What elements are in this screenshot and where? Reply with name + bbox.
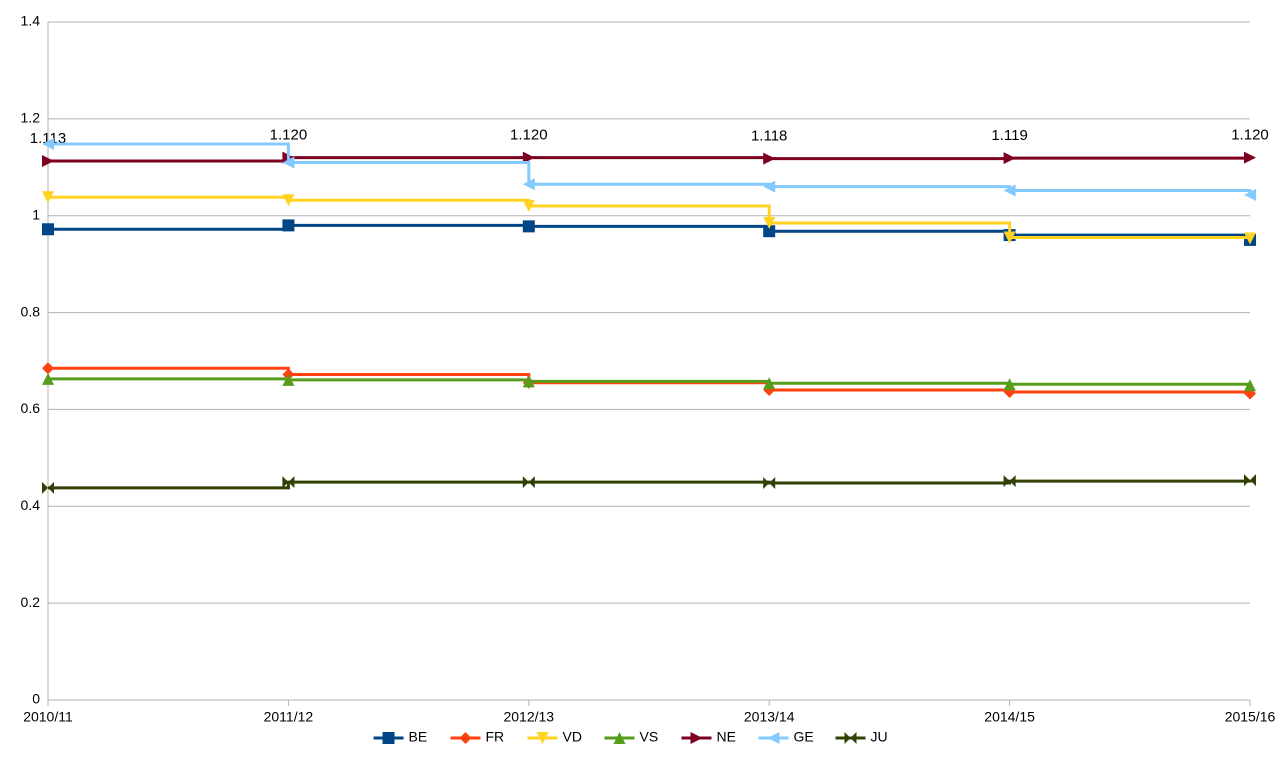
x-tick-label: 2014/15	[984, 709, 1035, 725]
marker	[282, 219, 295, 232]
marker	[1003, 184, 1016, 197]
y-tick-label: 0.8	[21, 303, 41, 319]
marker	[1003, 152, 1016, 165]
marker	[1244, 379, 1256, 392]
marker	[1244, 151, 1256, 164]
marker	[42, 191, 54, 204]
marker	[42, 362, 54, 375]
marker	[1003, 231, 1016, 244]
series-line	[48, 156, 1252, 163]
marker	[42, 372, 54, 385]
y-tick-label: 0	[32, 691, 40, 707]
x-tick-label: 2013/14	[744, 709, 795, 725]
marker	[767, 732, 780, 744]
data-label: 1.118	[751, 128, 787, 145]
marker	[42, 154, 54, 167]
marker	[763, 216, 776, 229]
data-label: 1.120	[1231, 127, 1269, 144]
series-line	[48, 479, 1252, 490]
y-tick-label: 1	[32, 206, 40, 222]
marker	[763, 477, 776, 490]
marker	[1003, 475, 1016, 488]
legend-label: VD	[563, 729, 582, 745]
marker	[522, 151, 535, 164]
legend-label: FR	[486, 729, 505, 745]
legend-label: BE	[409, 729, 428, 745]
marker	[1244, 232, 1256, 245]
marker	[42, 481, 54, 494]
marker	[522, 375, 535, 388]
marker	[282, 373, 295, 386]
marker	[1244, 188, 1256, 201]
marker	[844, 732, 857, 744]
marker	[763, 152, 776, 165]
marker	[763, 377, 776, 390]
marker	[690, 732, 703, 744]
marker	[522, 476, 535, 489]
marker	[282, 156, 295, 169]
legend-label: VS	[640, 729, 659, 745]
marker	[763, 180, 776, 193]
y-tick-label: 0.4	[21, 497, 41, 513]
data-label: 1.120	[510, 127, 548, 144]
series-line	[48, 142, 1252, 195]
x-tick-label: 2010/11	[23, 709, 73, 725]
legend-label: NE	[717, 729, 736, 745]
marker	[1244, 474, 1256, 487]
data-label: 1.120	[270, 127, 308, 144]
x-tick-label: 2011/12	[264, 709, 314, 725]
series-line	[48, 195, 1252, 240]
marker	[536, 732, 549, 744]
y-tick-label: 0.6	[21, 400, 41, 416]
marker	[522, 220, 535, 233]
marker	[613, 732, 626, 744]
data-label: 1.119	[991, 127, 1027, 144]
x-tick-label: 2015/16	[1225, 709, 1276, 725]
y-tick-label: 1.2	[21, 110, 41, 126]
legend-label: GE	[794, 729, 814, 745]
marker	[522, 178, 535, 191]
marker	[282, 476, 295, 489]
marker	[459, 732, 472, 744]
marker	[42, 138, 54, 151]
legend-label: JU	[871, 729, 888, 745]
marker	[382, 732, 395, 744]
marker	[763, 225, 776, 238]
y-tick-label: 0.2	[21, 594, 41, 610]
y-tick-label: 1.4	[21, 13, 41, 29]
marker	[1003, 378, 1016, 391]
marker	[522, 200, 535, 213]
marker	[282, 194, 295, 207]
marker	[42, 223, 54, 236]
x-tick-label: 2012/13	[503, 709, 554, 725]
